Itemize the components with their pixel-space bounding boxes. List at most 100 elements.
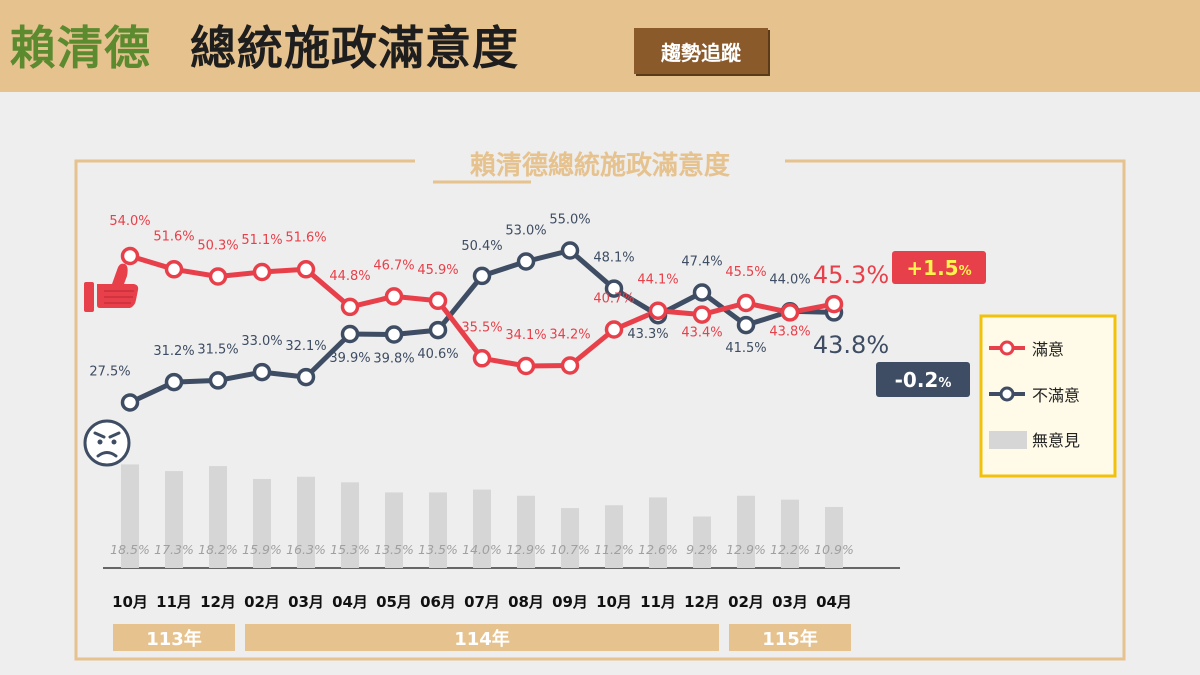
dissatisfied-point xyxy=(384,325,404,344)
satisfied-value-label: 50.3% xyxy=(197,239,238,254)
legend-item-no-opinion: 無意見 xyxy=(989,431,1080,450)
chart-title: 賴清德總統施政滿意度 xyxy=(470,150,730,181)
satisfied-point xyxy=(208,267,228,286)
x-tick-label: 05月 xyxy=(376,593,412,611)
satisfied-value-label: 44.1% xyxy=(637,273,678,288)
legend-label-dissatisfied: 不滿意 xyxy=(1032,386,1080,405)
no-opinion-bar xyxy=(649,497,667,568)
satisfied-point xyxy=(560,356,580,375)
x-tick-label: 03月 xyxy=(288,593,324,611)
satisfied-point xyxy=(692,305,712,324)
satisfied-value-label: 51.6% xyxy=(153,229,194,244)
satisfied-point xyxy=(296,260,316,279)
satisfied-value-label: 43.8% xyxy=(769,324,810,339)
satisfied-value-label: 34.2% xyxy=(549,328,590,343)
no-opinion-bar xyxy=(297,476,315,568)
x-tick-label: 07月 xyxy=(464,593,500,611)
no-opinion-bar-label: 10.7% xyxy=(550,542,590,557)
satisfied-point xyxy=(736,293,756,313)
satisfied-point xyxy=(824,294,844,314)
year-band-label: 114年 xyxy=(454,628,510,650)
no-opinion-bar xyxy=(473,489,491,568)
satisfied-value-label: 43.4% xyxy=(681,326,722,341)
page-title-rest: 總統施政滿意度 xyxy=(190,21,519,75)
dissatisfied-point xyxy=(604,279,624,298)
no-opinion-bar xyxy=(825,506,843,568)
x-tick-label: 03月 xyxy=(772,593,808,611)
satisfied-point xyxy=(340,297,360,317)
legend-item-dissatisfied: 不滿意 xyxy=(989,386,1080,405)
no-opinion-bar xyxy=(385,492,403,568)
dissatisfied-point xyxy=(736,315,756,335)
no-opinion-bar-label: 12.6% xyxy=(638,542,678,557)
no-opinion-bar-label: 13.5% xyxy=(374,542,414,557)
x-tick-label: 12月 xyxy=(684,593,720,611)
dissatisfied-point xyxy=(560,241,580,260)
angry-face-icon xyxy=(83,419,131,467)
no-opinion-bar xyxy=(737,495,755,568)
x-tick-label: 10月 xyxy=(112,593,148,611)
no-opinion-bar-label: 10.9% xyxy=(814,542,854,557)
dissatisfied-value-label: 48.1% xyxy=(593,251,634,266)
no-opinion-bar xyxy=(121,464,139,568)
dissatisfied-value-label: 32.1% xyxy=(285,339,326,354)
trend-tag: 趨勢追蹤 xyxy=(634,28,768,74)
dissatisfied-value-label: 53.0% xyxy=(505,224,546,239)
dissatisfied-change-badge: -0.2% xyxy=(876,362,970,397)
x-tick-label: 04月 xyxy=(332,593,368,611)
dissatisfied-point xyxy=(296,367,316,387)
no-opinion-bar-label: 17.3% xyxy=(154,542,194,557)
dissatisfied-value-label: 31.2% xyxy=(153,344,194,359)
satisfied-point xyxy=(120,246,140,266)
satisfied-change-value: +1.5 xyxy=(906,256,958,280)
no-opinion-bar-label: 12.2% xyxy=(770,542,810,557)
dissatisfied-value-label: 43.3% xyxy=(627,327,668,342)
no-opinion-bar-label: 12.9% xyxy=(506,542,546,557)
year-band xyxy=(729,624,851,651)
dissatisfied-point xyxy=(164,372,184,392)
satisfied-point xyxy=(604,320,624,339)
dissatisfied-point xyxy=(252,362,272,382)
dissatisfied-point xyxy=(428,320,448,340)
legend: 滿意 不滿意 無意見 xyxy=(979,314,1117,478)
x-tick-label: 09月 xyxy=(552,593,588,611)
no-opinion-bar xyxy=(341,482,359,568)
no-opinion-bar-label: 12.9% xyxy=(726,542,766,557)
satisfied-point xyxy=(384,287,404,306)
no-opinion-bar xyxy=(605,505,623,568)
dissatisfied-point xyxy=(692,283,712,302)
year-band-label: 115年 xyxy=(762,628,818,650)
x-tick-label: 02月 xyxy=(244,593,280,611)
dissatisfied-point xyxy=(472,266,492,286)
no-opinion-bar xyxy=(165,471,183,568)
satisfied-value-label: 40.7% xyxy=(593,292,634,307)
satisfied-point xyxy=(648,301,668,320)
no-opinion-bar-label: 18.2% xyxy=(198,542,238,557)
satisfied-point xyxy=(472,349,492,368)
satisfied-point xyxy=(780,303,800,322)
latest-dissatisfied-value: 43.8% xyxy=(813,331,889,359)
no-opinion-bar-label: 14.0% xyxy=(462,542,502,557)
dissatisfied-value-label: 50.4% xyxy=(461,239,502,254)
x-tick-label: 11月 xyxy=(156,593,192,611)
dissatisfied-change-value: -0.2 xyxy=(895,368,939,392)
dissatisfied-value-label: 41.5% xyxy=(725,341,766,356)
x-tick-label: 11月 xyxy=(640,593,676,611)
satisfied-value-label: 35.5% xyxy=(461,320,502,335)
satisfied-value-label: 51.1% xyxy=(241,233,282,248)
dissatisfied-point xyxy=(208,371,228,390)
no-opinion-bar-label: 16.3% xyxy=(286,542,326,557)
dissatisfied-value-label: 39.9% xyxy=(329,351,370,366)
legend-label-satisfied: 滿意 xyxy=(1032,340,1064,359)
dissatisfied-value-label: 39.8% xyxy=(373,352,414,367)
thumbs-up-icon xyxy=(84,263,139,312)
dissatisfied-value-label: 55.0% xyxy=(549,213,590,228)
satisfied-change-unit: % xyxy=(959,264,972,279)
satisfied-change-badge: +1.5% xyxy=(892,251,986,284)
satisfied-point xyxy=(428,291,448,311)
satisfied-value-label: 44.8% xyxy=(329,269,370,284)
no-opinion-bar-label: 15.9% xyxy=(242,542,282,557)
no-opinion-bar-label: 15.3% xyxy=(330,542,370,557)
no-opinion-bar-label: 18.5% xyxy=(110,542,150,557)
